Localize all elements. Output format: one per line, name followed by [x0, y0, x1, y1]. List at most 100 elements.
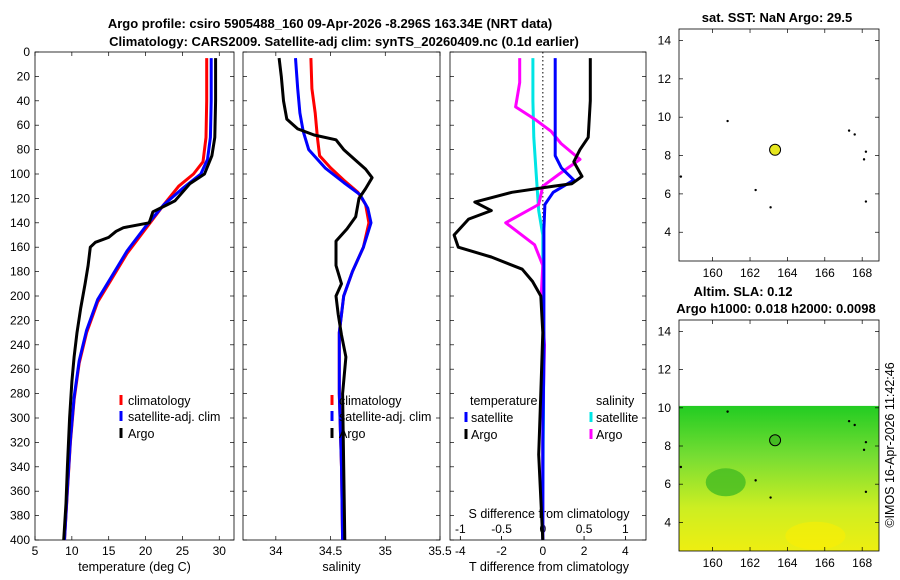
- y-tick-label: 400: [10, 533, 30, 547]
- y-tick-label: 240: [10, 338, 30, 352]
- island-marker: [726, 410, 729, 413]
- y-tick-label: 340: [10, 460, 30, 474]
- island-marker: [769, 496, 772, 499]
- y-tick-label: 60: [17, 118, 31, 132]
- map-y-tick-label: 4: [664, 225, 671, 239]
- sla-high-patch: [785, 521, 846, 550]
- x-tick-label: -4: [455, 544, 466, 558]
- map-x-tick-label: 168: [852, 266, 872, 280]
- map-x-tick-label: 162: [740, 266, 760, 280]
- x-axis-label: salinity: [322, 560, 361, 574]
- sla-map-title-2: Argo h1000: 0.018 h2000: 0.0098: [676, 301, 875, 316]
- map-frame: [678, 319, 880, 552]
- legend-title-temperature: temperature: [470, 394, 537, 408]
- map-y-tick-label: 12: [658, 363, 672, 377]
- temperature-line-argo: [62, 58, 218, 541]
- x-tick-label: 25: [176, 544, 190, 558]
- map-y-tick-label: 10: [658, 110, 672, 124]
- x-axis-label: T difference from climatology: [469, 560, 630, 574]
- salinity-line-climatology: [309, 58, 371, 541]
- x2-tick-label: -0.5: [491, 522, 512, 536]
- map-y-tick-label: 8: [664, 149, 671, 163]
- island-marker: [853, 133, 856, 136]
- x-tick-label: 30: [213, 544, 227, 558]
- x-tick-label: 4: [622, 544, 629, 558]
- legend-label: satellite: [596, 411, 638, 425]
- legend-label: satellite: [471, 411, 513, 425]
- diff-line-t-satellite: [541, 58, 576, 540]
- legend-label: satellite-adj. clim: [339, 410, 431, 424]
- x-tick-label: -2: [496, 544, 507, 558]
- temperature-line-climatology: [63, 58, 209, 541]
- map-y-tick-label: 12: [658, 72, 672, 86]
- map-x-tick-label: 166: [815, 266, 835, 280]
- island-marker: [864, 490, 868, 494]
- x-tick-label: 15: [102, 544, 116, 558]
- legend-label: Argo: [128, 427, 154, 441]
- legend-title-salinity: salinity: [596, 394, 635, 408]
- island-marker: [862, 158, 866, 161]
- island-marker: [864, 440, 868, 444]
- legend-label: Argo: [471, 428, 497, 442]
- x-tick-label: 34: [269, 544, 283, 558]
- y-tick-label: 220: [10, 313, 30, 327]
- legend-label: climatology: [339, 394, 402, 408]
- y-tick-label: 100: [10, 167, 30, 181]
- island-marker: [726, 119, 729, 123]
- legend-label: Argo: [339, 427, 365, 441]
- plot-frame: [449, 51, 647, 541]
- y-tick-label: 120: [10, 191, 30, 205]
- x2-tick-label: -1: [455, 522, 466, 536]
- map-y-tick-label: 6: [664, 477, 671, 491]
- argo-position-marker: [769, 434, 782, 447]
- y-tick-label: 380: [10, 509, 30, 523]
- x2-axis-label: S difference from climatology: [469, 507, 631, 521]
- salinity-line-argo: [277, 57, 374, 541]
- diff-line-t-argo: [452, 58, 592, 541]
- map-x-tick-label: 164: [777, 266, 797, 280]
- x-tick-label: 10: [65, 544, 79, 558]
- y-tick-label: 260: [10, 362, 30, 376]
- x-tick-label: 20: [139, 544, 153, 558]
- salinity-line-satellite: [294, 57, 373, 541]
- island-marker: [754, 188, 757, 192]
- x-axis-label: temperature (deg C): [78, 560, 191, 574]
- sla-map-title-1: Altim. SLA: 0.12: [694, 284, 793, 299]
- y-tick-label: 140: [10, 216, 30, 230]
- x-tick-label: 5: [32, 544, 39, 558]
- y-tick-label: 200: [10, 289, 30, 303]
- y-tick-label: 280: [10, 387, 30, 401]
- y-tick-label: 40: [17, 94, 31, 108]
- x2-tick-label: 1: [622, 522, 629, 536]
- y-tick-label: 320: [10, 435, 30, 449]
- y-tick-label: 160: [10, 240, 30, 254]
- island-marker: [864, 150, 868, 153]
- title-line-2: Climatology: CARS2009. Satellite-adj cli…: [109, 34, 579, 49]
- island-marker: [853, 423, 856, 427]
- x-tick-label: 0: [539, 544, 546, 558]
- island-marker: [862, 448, 866, 452]
- y-tick-label: 0: [23, 45, 30, 59]
- x-tick-label: 34.5: [319, 544, 343, 558]
- temperature-line-satellite: [63, 58, 213, 541]
- x2-tick-label: 0.5: [576, 522, 593, 536]
- x-tick-label: 35.5: [428, 544, 452, 558]
- map-x-tick-label: 164: [777, 556, 797, 570]
- sst-map-title: sat. SST: NaN Argo: 29.5: [702, 10, 853, 25]
- map-y-tick-label: 4: [664, 515, 671, 529]
- map-x-tick-label: 166: [815, 556, 835, 570]
- map-x-tick-label: 162: [740, 556, 760, 570]
- island-marker: [769, 206, 772, 209]
- legend-label: climatology: [128, 394, 191, 408]
- y-tick-label: 300: [10, 411, 30, 425]
- map-y-tick-label: 6: [664, 187, 671, 201]
- y-tick-label: 360: [10, 484, 30, 498]
- map-frame: [678, 28, 880, 262]
- map-y-tick-label: 10: [658, 401, 672, 415]
- legend-label: Argo: [596, 428, 622, 442]
- plot-frame: [34, 51, 235, 541]
- title-line-1: Argo profile: csiro 5905488_160 09-Apr-2…: [108, 16, 552, 31]
- island-marker: [679, 465, 683, 469]
- timestamp-label: ©IMOS 16-Apr-2026 11:42:46: [883, 362, 897, 527]
